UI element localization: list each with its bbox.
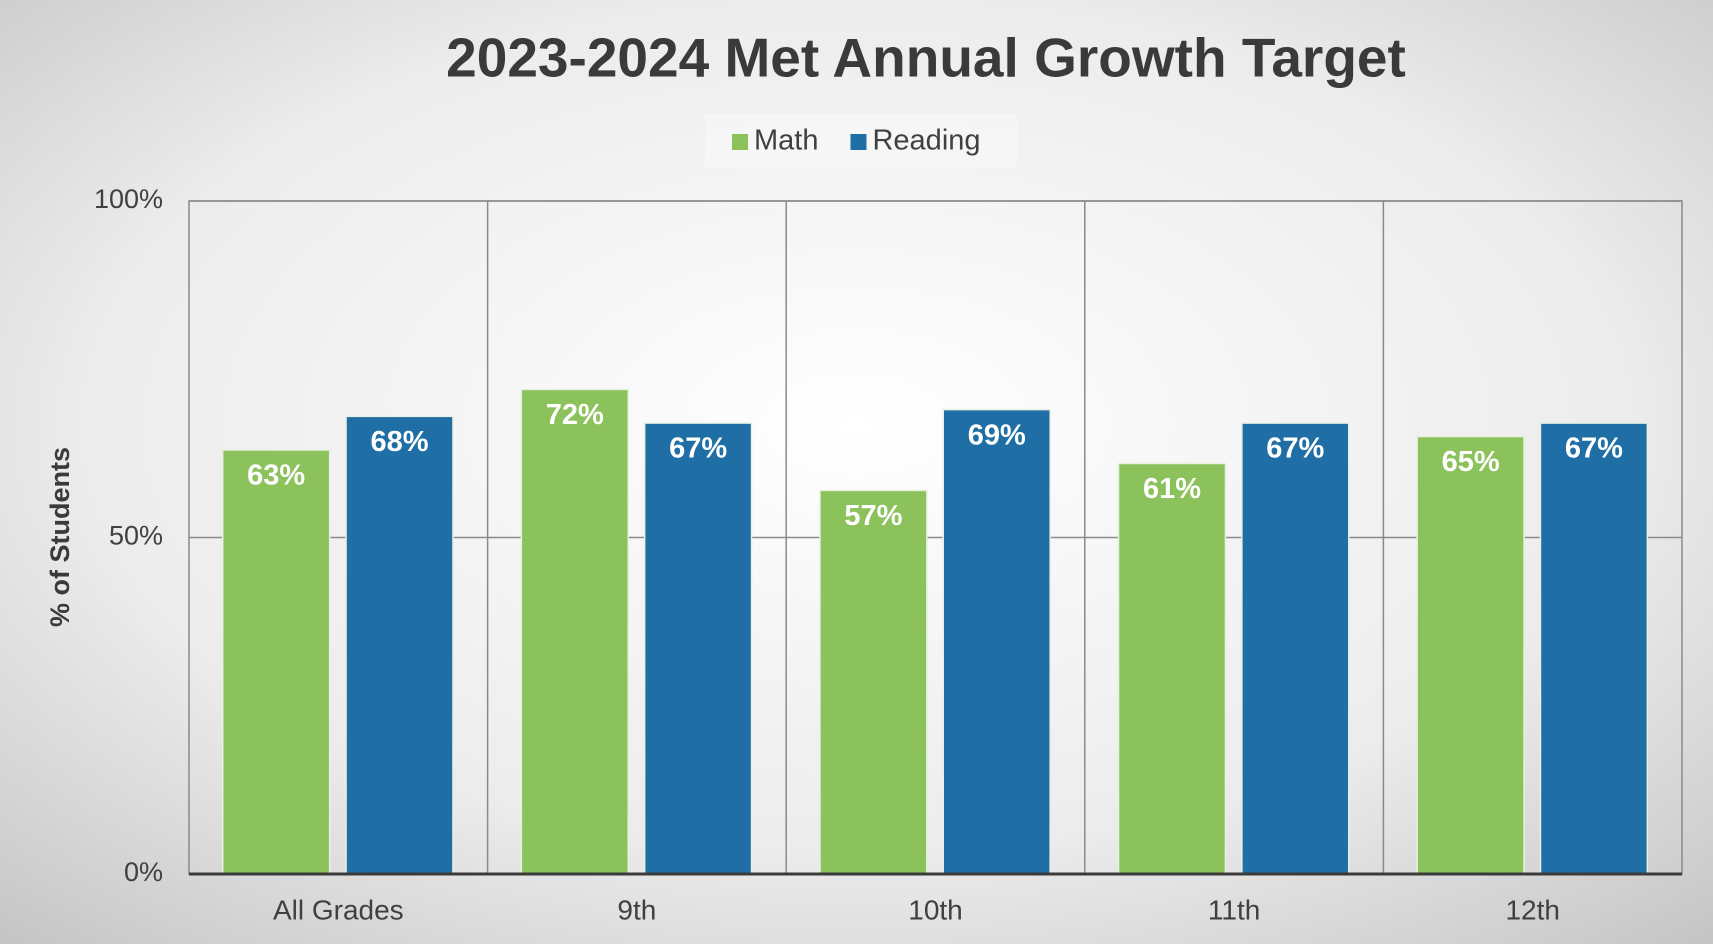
y-tick-label: 50%: [109, 521, 163, 551]
legend-swatch: [850, 134, 867, 150]
bar: [1539, 422, 1649, 875]
y-axis-label: % of Students: [45, 447, 75, 627]
bar: [221, 449, 331, 875]
data-label: 65%: [1442, 446, 1500, 478]
data-label: 67%: [1565, 433, 1623, 465]
x-tick-label: 9th: [617, 894, 656, 925]
bar: [643, 422, 753, 875]
chart-title: 2023-2024 Met Annual Growth Target: [446, 27, 1406, 89]
data-label: 72%: [546, 399, 604, 431]
data-label: 67%: [1266, 433, 1324, 465]
bar: [345, 415, 454, 875]
bar: [1241, 422, 1350, 875]
data-label: 67%: [669, 433, 727, 465]
x-tick-label: 10th: [908, 894, 963, 925]
x-tick-label: 11th: [1208, 894, 1260, 925]
data-label: 57%: [844, 500, 902, 532]
data-label: 69%: [968, 419, 1026, 451]
bar: [942, 408, 1051, 875]
data-label: 61%: [1143, 473, 1201, 505]
legend-swatch: [732, 134, 748, 150]
y-tick-label: 100%: [94, 184, 163, 214]
x-tick-label: All Grades: [273, 894, 404, 925]
legend-label: Math: [754, 125, 818, 157]
bar: [520, 388, 629, 875]
data-label: 68%: [370, 426, 428, 458]
bar: [819, 489, 928, 875]
x-tick-label: 12th: [1505, 894, 1560, 925]
bar: [1117, 462, 1227, 875]
legend-label: Reading: [872, 125, 980, 157]
y-tick-label: 0%: [124, 857, 163, 887]
data-label: 63%: [247, 460, 305, 492]
bar: [1416, 435, 1525, 875]
